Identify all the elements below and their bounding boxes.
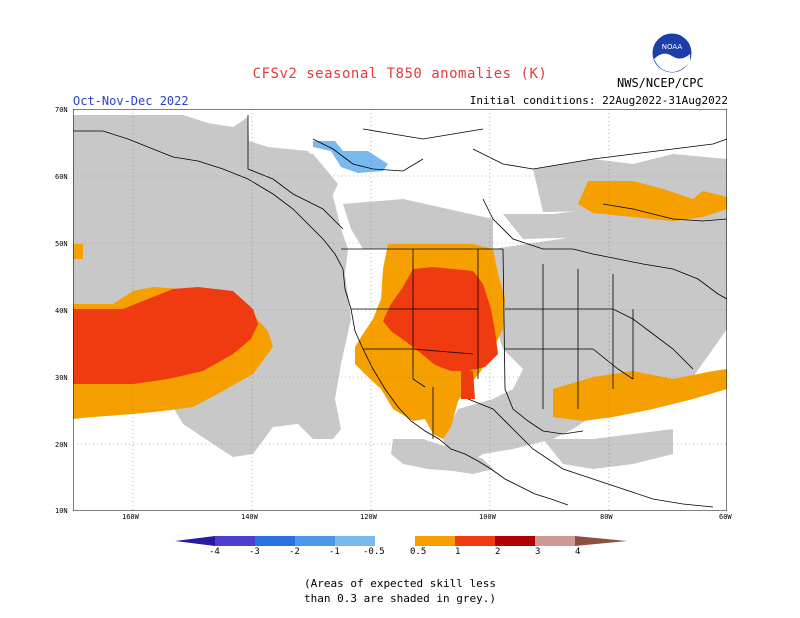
skill-note: (Areas of expected skill less than 0.3 a…: [0, 576, 800, 606]
lat-label: 40N: [55, 307, 68, 315]
lat-label: 20N: [55, 441, 68, 449]
warm-anomaly-areas-red: [73, 267, 498, 399]
lat-label: 70N: [55, 106, 68, 114]
colorbar-segment: [535, 536, 575, 546]
colorbar-label: -0.5: [363, 547, 385, 557]
colorbar-label: 1: [455, 547, 461, 557]
logo-text: NOAA: [662, 43, 683, 51]
lat-label: 60N: [55, 173, 68, 181]
lat-label: 30N: [55, 374, 68, 382]
coastlines: [73, 115, 727, 508]
lon-label: 140W: [241, 513, 258, 521]
colorbar-segment: [335, 536, 375, 546]
lon-label: 80W: [600, 513, 613, 521]
colorbar-label: 0.5: [410, 547, 427, 557]
colorbar-segment: [415, 536, 455, 546]
colorbar-label: 2: [495, 547, 501, 557]
agency-label: NWS/NCEP/CPC: [617, 76, 704, 90]
colorbar-label: -3: [249, 547, 260, 557]
lon-label: 120W: [360, 513, 377, 521]
colorbar-arrow-left: [175, 536, 215, 546]
anomaly-map: [73, 109, 727, 511]
lat-label: 10N: [55, 507, 68, 515]
season-label: Oct-Nov-Dec 2022: [73, 94, 189, 108]
colorbar-label: -1: [329, 547, 340, 557]
colorbar: [175, 536, 627, 546]
lon-label: 60W: [719, 513, 732, 521]
cold-anomaly-areas: [313, 141, 388, 173]
colorbar-segment: [215, 536, 255, 546]
colorbar-segment: [455, 536, 495, 546]
lat-label: 50N: [55, 240, 68, 248]
initial-conditions-label: Initial conditions: 22Aug2022-31Aug2022: [469, 94, 728, 107]
gridlines: [73, 109, 727, 511]
colorbar-segment: [295, 536, 335, 546]
colorbar-label: -2: [289, 547, 300, 557]
lon-label: 160W: [122, 513, 139, 521]
colorbar-label: -4: [209, 547, 220, 557]
colorbar-segment: [495, 536, 535, 546]
noaa-logo: NOAA: [651, 32, 693, 78]
colorbar-segment: [255, 536, 295, 546]
colorbar-label: 3: [535, 547, 541, 557]
skill-note-line2: than 0.3 are shaded in grey.): [303, 592, 497, 605]
colorbar-arrow-right: [575, 536, 627, 546]
colorbar-label: 4: [575, 547, 581, 557]
colorbar-segment: [375, 536, 415, 546]
lon-label: 100W: [479, 513, 496, 521]
page-title: CFSv2 seasonal T850 anomalies (K): [252, 66, 548, 82]
skill-note-line1: (Areas of expected skill less: [303, 577, 497, 590]
